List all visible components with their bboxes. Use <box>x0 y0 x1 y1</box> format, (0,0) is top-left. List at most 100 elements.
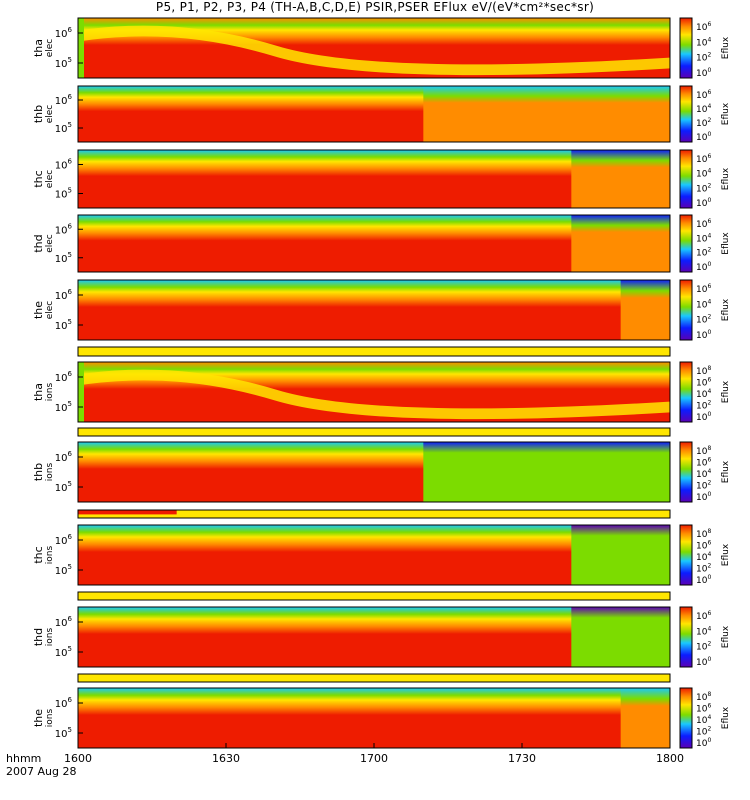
flag-bar-red-segment <box>78 510 177 515</box>
flag-bar-13 <box>77 673 671 683</box>
colorbar-tick-label: 100 <box>696 656 711 668</box>
panel-probe-label: thc <box>32 170 45 187</box>
spectrogram-left-edge <box>78 18 84 78</box>
panel-frame <box>77 17 671 79</box>
colorbar-tick-label: 102 <box>696 726 711 738</box>
colorbar-label: Eflux <box>721 543 731 566</box>
panel-probe-label: thd <box>32 628 45 646</box>
panel-probe-label: the <box>32 301 45 319</box>
colorbar-label: Eflux <box>721 298 731 321</box>
colorbar-tick-label: 106 <box>696 283 711 295</box>
colorbar-tick-label: 104 <box>696 551 711 563</box>
colorbar <box>679 441 693 503</box>
x-tick-label: 1800 <box>656 752 684 765</box>
colorbar <box>679 85 693 143</box>
y-tick-label: 106 <box>55 533 73 547</box>
x-tick-label: 1730 <box>508 752 536 765</box>
flag-bar-7 <box>77 427 671 437</box>
panel-species-label: elec <box>45 170 55 189</box>
colorbar-label: Eflux <box>721 380 731 403</box>
y-tick-label: 106 <box>55 222 73 236</box>
colorbar-tick-label: 100 <box>696 491 711 503</box>
colorbar <box>679 606 693 668</box>
colorbar-tick-label: 104 <box>696 103 711 115</box>
colorbar-tick-label: 102 <box>696 314 711 326</box>
colorbar-label: Eflux <box>721 232 731 255</box>
panel-probe-label: thd <box>32 234 45 252</box>
colorbar-tick-label: 108 <box>696 528 711 540</box>
colorbar <box>679 17 693 79</box>
panel-probe-label: thc <box>32 546 45 563</box>
colorbar-tick-label: 104 <box>696 232 711 244</box>
colorbar-label: Eflux <box>721 625 731 648</box>
y-tick-label: 106 <box>55 158 73 172</box>
x-tick-label: 1700 <box>360 752 388 765</box>
spectrogram-body <box>78 688 670 748</box>
y-tick-label: 106 <box>55 370 73 384</box>
spectrogram-region-after <box>571 607 670 667</box>
panel-frame <box>77 361 671 423</box>
colorbar-label: Eflux <box>721 460 731 483</box>
colorbar-tick-label: 104 <box>696 468 711 480</box>
colorbar-tick-label: 104 <box>696 168 711 180</box>
flag-bar-fill <box>78 592 670 600</box>
flag-bar-fill <box>78 674 670 682</box>
spectrogram-body <box>78 280 670 340</box>
flag-bar-fill <box>78 510 670 518</box>
x-tick-label: 1600 <box>64 752 92 765</box>
colorbar-tick-label: 104 <box>696 625 711 637</box>
colorbar-tick-label: 104 <box>696 298 711 310</box>
y-tick-label: 106 <box>55 615 73 629</box>
colorbar-tick-label: 100 <box>696 329 711 341</box>
colorbar-tick-label: 102 <box>696 117 711 129</box>
x-tick-label: 1630 <box>212 752 240 765</box>
panel-probe-label: tha <box>32 39 45 57</box>
colorbar <box>679 279 693 341</box>
panel-frame <box>77 606 671 668</box>
spectrogram-arc-band <box>77 369 671 420</box>
panel-species-label: ions <box>45 627 55 646</box>
spectrogram-left-edge <box>78 362 84 422</box>
colorbar-tick-label: 100 <box>696 411 711 423</box>
panel-species-label: ions <box>45 382 55 401</box>
panel-probe-label: tha <box>32 383 45 401</box>
figure-title: P5, P1, P2, P3, P4 (TH-A,B,C,D,E) PSIR,P… <box>155 0 595 14</box>
panel-species-label: elec <box>45 234 55 253</box>
flag-bar-frame <box>77 427 671 437</box>
colorbar-tick-label: 100 <box>696 261 711 273</box>
colorbar-tick-label: 106 <box>696 457 711 469</box>
flag-bar-frame <box>77 673 671 683</box>
colorbar-tick-label: 100 <box>696 67 711 79</box>
colorbar <box>679 149 693 209</box>
panel-probe-label: thb <box>32 463 45 481</box>
y-tick-label: 105 <box>55 318 72 332</box>
colorbar-tick-label: 102 <box>696 563 711 575</box>
panel-frame <box>77 214 671 273</box>
colorbar-tick-label: 106 <box>696 153 711 165</box>
colorbar-tick-label: 106 <box>696 610 711 622</box>
panel-species-label: elec <box>45 301 55 320</box>
y-tick-label: 105 <box>55 400 72 414</box>
flag-bar-fill <box>78 347 670 356</box>
panel-frame <box>77 441 671 503</box>
flag-bar-5 <box>77 346 671 357</box>
spectrogram-region-after <box>620 280 670 340</box>
y-tick-label: 105 <box>55 56 72 70</box>
spectrogram-region-after <box>620 688 670 748</box>
y-tick-label: 105 <box>55 480 72 494</box>
colorbar-tick-label: 104 <box>696 36 711 48</box>
colorbar-label: Eflux <box>721 167 731 190</box>
colorbar-tick-label: 102 <box>696 182 711 194</box>
panel-species-label: elec <box>45 105 55 124</box>
y-tick-label: 106 <box>55 288 73 302</box>
y-tick-label: 105 <box>55 121 72 135</box>
colorbar <box>679 687 693 749</box>
flag-bar-fill <box>78 428 670 436</box>
x-axis-date-label: 2007 Aug 28 <box>6 765 76 778</box>
